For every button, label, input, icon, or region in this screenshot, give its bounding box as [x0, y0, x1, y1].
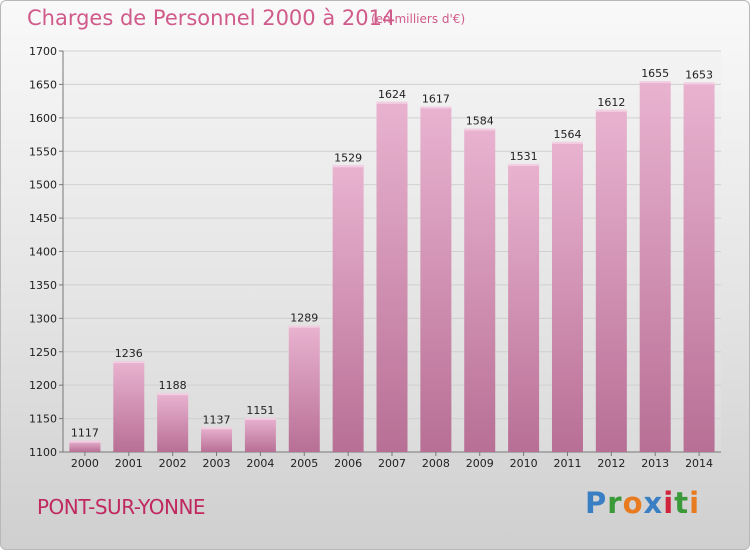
bar-highlight [244, 417, 276, 420]
bar-highlight [464, 128, 496, 131]
data-label-2012: 1612 [597, 96, 625, 109]
x-tick-label: 2000 [71, 457, 99, 470]
y-tick-label: 1250 [29, 346, 57, 359]
bar-highlight [683, 82, 715, 85]
bar-2006 [332, 165, 364, 452]
data-label-2008: 1617 [422, 92, 450, 105]
y-tick-label: 1150 [29, 413, 57, 426]
bar-2012 [595, 109, 627, 453]
bar-highlight [288, 325, 320, 328]
axes: 1100 1150 1200 1250 1300 1350 1400 1450 1500 1550… [29, 45, 721, 470]
y-tick-label: 1700 [29, 45, 57, 58]
bar-highlight [201, 427, 233, 430]
proxiti-logo[interactable]: Proxiti [585, 486, 700, 520]
bar-highlight [595, 109, 627, 112]
bar-highlight [157, 393, 189, 396]
x-tick-label: 2010 [510, 457, 538, 470]
bar-highlight [113, 361, 145, 364]
bar-2004 [244, 417, 276, 452]
data-label-2000: 1117 [71, 427, 99, 440]
x-tick-label: 2011 [553, 457, 581, 470]
data-label-2004: 1151 [246, 404, 274, 417]
y-tick-label: 1350 [29, 279, 57, 292]
data-label-2009: 1584 [466, 115, 494, 128]
data-label-2006: 1529 [334, 151, 362, 164]
x-tick-label: 2004 [246, 457, 274, 470]
y-tick-label: 1200 [29, 379, 57, 392]
bar-2010 [508, 163, 540, 452]
data-label-2001: 1236 [115, 347, 143, 360]
x-tick-label: 2001 [115, 457, 143, 470]
data-label-2003: 1137 [203, 413, 231, 426]
bar-highlight [376, 101, 408, 104]
data-label-2007: 1624 [378, 88, 406, 101]
logo-letter: P [585, 486, 608, 520]
bar-2000 [69, 440, 101, 452]
bar-highlight [69, 440, 101, 443]
x-tick-label: 2005 [290, 457, 318, 470]
data-label-2005: 1289 [290, 312, 318, 325]
y-tick-label: 1650 [29, 78, 57, 91]
y-tick-label: 1600 [29, 112, 57, 125]
x-tick-label: 2002 [159, 457, 187, 470]
chart-subtitle: (en milliers d'€) [371, 12, 466, 26]
data-label-2002: 1188 [159, 379, 187, 392]
logo-letter: o [622, 486, 644, 520]
x-tick-label: 2007 [378, 457, 406, 470]
data-label-2013: 1655 [641, 67, 669, 80]
bar-2001 [113, 361, 145, 452]
logo-letter: i [663, 486, 675, 520]
y-tick-label: 1300 [29, 312, 57, 325]
bar-2007 [376, 101, 408, 452]
y-tick-label: 1450 [29, 212, 57, 225]
data-label-2014: 1653 [685, 68, 713, 81]
bar-2008 [420, 106, 452, 452]
logo-letter: r [607, 486, 623, 520]
x-tick-label: 2012 [597, 457, 625, 470]
y-tick-label: 1500 [29, 179, 57, 192]
y-tick-label: 1550 [29, 145, 57, 158]
data-label-2011: 1564 [553, 128, 581, 141]
x-tick-label: 2003 [203, 457, 231, 470]
data-label-2010: 1531 [510, 150, 538, 163]
logo-letter: x [643, 486, 664, 520]
y-tick-label: 1100 [29, 446, 57, 459]
bar-2013 [639, 81, 671, 452]
bar-2014 [683, 82, 715, 452]
y-tick-label: 1400 [29, 246, 57, 259]
logo-letter: i [689, 486, 701, 520]
bar-highlight [420, 106, 452, 109]
chart-title: Charges de Personnel 2000 à 2014 [27, 6, 396, 30]
bars [69, 81, 715, 453]
location-name: PONT-SUR-YONNE [37, 495, 206, 519]
data-labels: 1117 1236 1188 1137 1151 1289 1529 1624 1617 1584… [71, 67, 713, 440]
x-tick-label: 2008 [422, 457, 450, 470]
bar-2009 [464, 128, 496, 452]
bar-2011 [551, 141, 583, 453]
bar-highlight [551, 141, 583, 144]
x-tick-label: 2013 [641, 457, 669, 470]
bar-2003 [201, 427, 233, 452]
bar-2002 [157, 393, 189, 452]
x-tick-label: 2006 [334, 457, 362, 470]
bar-2005 [288, 325, 320, 452]
x-tick-label: 2014 [685, 457, 713, 470]
bar-highlight [332, 165, 364, 168]
x-tick-label: 2009 [466, 457, 494, 470]
bar-highlight [508, 163, 540, 166]
logo-letter: t [674, 486, 690, 520]
bar-highlight [639, 81, 671, 84]
